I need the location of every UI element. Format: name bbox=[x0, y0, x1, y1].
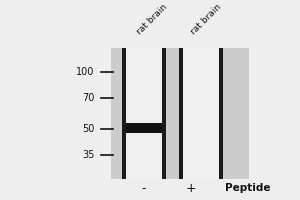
Text: 100: 100 bbox=[76, 67, 94, 77]
FancyBboxPatch shape bbox=[111, 48, 249, 179]
Text: +: + bbox=[185, 182, 196, 195]
Text: 70: 70 bbox=[82, 93, 94, 103]
FancyBboxPatch shape bbox=[162, 48, 166, 179]
FancyBboxPatch shape bbox=[122, 48, 126, 179]
FancyBboxPatch shape bbox=[183, 48, 219, 179]
Text: -: - bbox=[142, 182, 146, 195]
FancyBboxPatch shape bbox=[126, 48, 162, 179]
FancyBboxPatch shape bbox=[219, 48, 223, 179]
Text: 35: 35 bbox=[82, 150, 94, 160]
FancyBboxPatch shape bbox=[179, 48, 183, 179]
Text: Peptide: Peptide bbox=[225, 183, 271, 193]
Text: 50: 50 bbox=[82, 124, 94, 134]
Text: rat brain: rat brain bbox=[135, 2, 169, 36]
FancyBboxPatch shape bbox=[126, 123, 162, 133]
Text: rat brain: rat brain bbox=[189, 2, 223, 36]
